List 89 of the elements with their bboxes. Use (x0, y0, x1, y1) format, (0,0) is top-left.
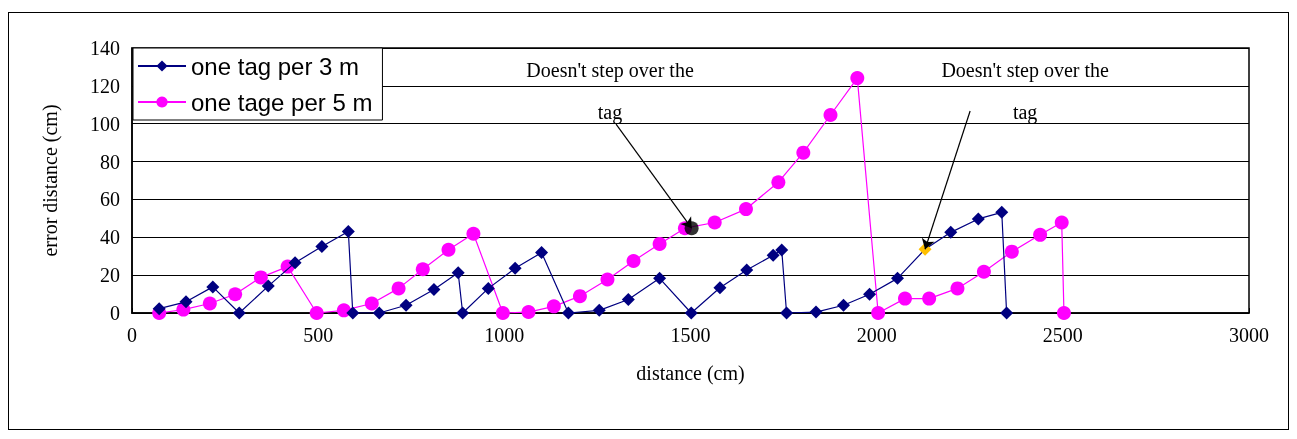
point (572, 289, 587, 304)
y-tick-label: 140 (90, 37, 120, 59)
x-tick-label: 0 (127, 324, 137, 346)
legend-label: one tag per 3 m (191, 52, 360, 80)
point (1054, 215, 1069, 230)
point (206, 280, 220, 294)
point (976, 264, 991, 279)
annotation: Doesn't step over the tag (526, 59, 694, 125)
point (372, 306, 386, 320)
point (561, 306, 575, 320)
point (508, 261, 522, 275)
point (891, 271, 905, 285)
point (152, 302, 166, 316)
point (944, 225, 958, 239)
point (253, 270, 268, 285)
point (684, 221, 699, 236)
point (309, 306, 324, 320)
point (684, 306, 698, 320)
x-axis-title: distance (cm) (636, 362, 745, 385)
point (626, 253, 641, 268)
point (232, 306, 246, 320)
y-axis-title: error distance (cm) (39, 104, 62, 257)
point (1056, 306, 1071, 320)
point (451, 266, 465, 280)
x-tick-label: 2500 (1042, 324, 1083, 346)
point (766, 248, 780, 262)
point (653, 271, 667, 285)
point (713, 281, 727, 295)
point (850, 71, 865, 86)
x-tick-label: 3000 (1229, 324, 1269, 346)
point (341, 224, 355, 238)
point (481, 281, 495, 295)
point (315, 240, 329, 254)
point (863, 287, 877, 301)
annotation: Doesn't step over the tag (941, 59, 1109, 125)
x-tick-label: 500 (303, 324, 334, 346)
point (456, 306, 470, 320)
point (871, 306, 886, 320)
point (780, 306, 794, 320)
point (1004, 244, 1019, 259)
point (823, 108, 838, 122)
legend-label: one tage per 5 m (191, 88, 373, 116)
point (707, 215, 722, 230)
y-tick-label: 20 (100, 264, 120, 287)
y-tick-label: 120 (90, 74, 120, 97)
point (837, 298, 851, 312)
x-tick-label: 1500 (670, 324, 711, 346)
point (809, 305, 823, 319)
y-tick-label: 80 (100, 150, 120, 173)
y-tick-label: 0 (110, 302, 120, 324)
point (399, 298, 413, 312)
point (600, 272, 615, 287)
point (738, 202, 753, 217)
point (796, 145, 811, 160)
y-tick-label: 60 (100, 188, 120, 211)
point (521, 305, 536, 320)
point (427, 283, 441, 297)
point (1033, 227, 1048, 242)
y-tick-label: 40 (100, 226, 120, 249)
point (621, 293, 635, 307)
x-tick-label: 1000 (484, 324, 525, 346)
point (922, 291, 937, 306)
point (740, 263, 754, 277)
point (775, 243, 789, 257)
point (652, 236, 667, 251)
point (261, 279, 275, 293)
point (288, 256, 302, 270)
point (897, 291, 912, 306)
point (995, 205, 1009, 219)
point (202, 296, 217, 311)
y-tick-label: 100 (90, 112, 120, 135)
point (1000, 306, 1014, 320)
point (441, 242, 456, 257)
point (950, 281, 965, 296)
point (364, 296, 379, 311)
point (592, 303, 606, 317)
point (546, 299, 561, 314)
point (495, 306, 510, 320)
point (415, 262, 430, 277)
point (466, 226, 481, 241)
point (971, 212, 985, 226)
point (535, 246, 549, 260)
point (346, 306, 360, 320)
point (771, 175, 786, 190)
point (391, 281, 406, 296)
point (179, 295, 193, 309)
point (336, 303, 351, 318)
point (228, 287, 243, 302)
x-tick-label: 2000 (856, 324, 897, 346)
